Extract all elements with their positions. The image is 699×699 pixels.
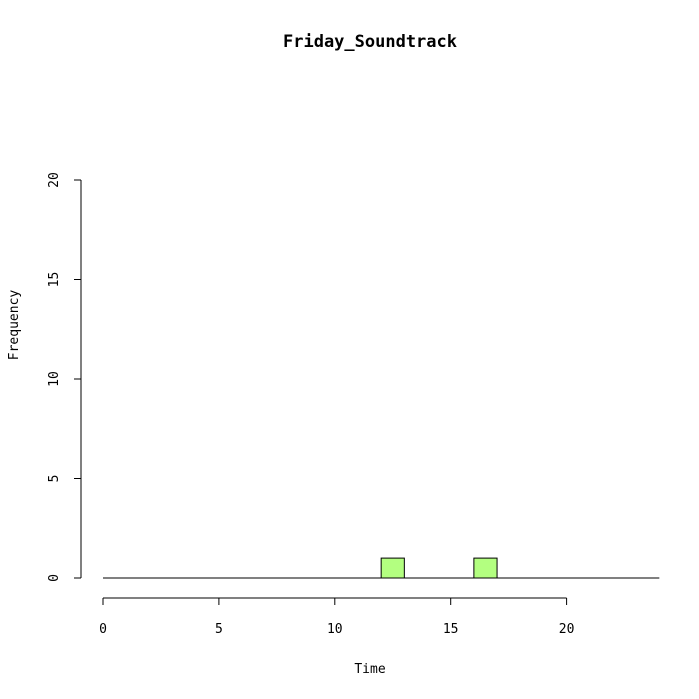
y-tick-label: 20	[47, 172, 62, 188]
bars	[103, 557, 660, 579]
y-tick-label: 5	[47, 475, 62, 483]
histogram-bar	[473, 557, 498, 579]
chart-title: Friday_Soundtrack	[283, 32, 457, 52]
x-tick-label: 20	[559, 622, 575, 637]
y-axis: 0 5 10 15 20	[47, 172, 82, 582]
x-axis-label: Time	[354, 662, 385, 677]
y-tick-label: 0	[47, 574, 62, 582]
x-tick-label: 10	[327, 622, 343, 637]
y-axis-label: Frequency	[7, 290, 22, 361]
x-axis: 0 5 10 15 20	[99, 597, 575, 637]
x-tick-label: 15	[443, 622, 459, 637]
y-tick-label: 15	[47, 272, 62, 288]
y-tick-label: 10	[47, 371, 62, 387]
histogram-bar	[380, 557, 405, 579]
x-tick-label: 5	[215, 622, 223, 637]
x-tick-label: 0	[99, 622, 107, 637]
